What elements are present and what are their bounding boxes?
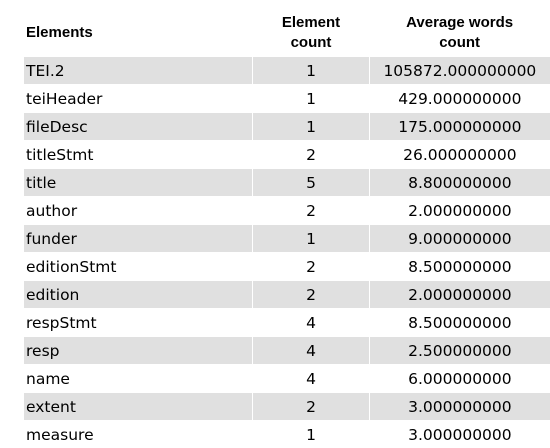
element-name-cell: fileDesc xyxy=(24,113,253,141)
element-stats-table: Elements Element count Average words cou… xyxy=(24,10,550,448)
average-words-cell: 26.000000000 xyxy=(369,141,550,169)
element-count-cell: 2 xyxy=(253,253,369,281)
element-count-cell: 1 xyxy=(253,113,369,141)
average-words-cell: 105872.000000000 xyxy=(369,57,550,85)
element-name-cell: edition xyxy=(24,281,253,309)
element-name-cell: funder xyxy=(24,225,253,253)
element-name-cell: TEI.2 xyxy=(24,57,253,85)
element-count-cell: 2 xyxy=(253,141,369,169)
element-count-cell: 2 xyxy=(253,281,369,309)
element-name-cell: teiHeader xyxy=(24,85,253,113)
average-words-cell: 2.000000000 xyxy=(369,197,550,225)
element-name-cell: title xyxy=(24,169,253,197)
element-count-cell: 2 xyxy=(253,393,369,421)
element-count-cell: 4 xyxy=(253,337,369,365)
table-header: Elements Element count Average words cou… xyxy=(24,10,550,57)
element-count-cell: 1 xyxy=(253,225,369,253)
element-count-cell: 4 xyxy=(253,309,369,337)
average-words-cell: 3.000000000 xyxy=(369,421,550,448)
header-avg-line2: count xyxy=(439,34,480,51)
element-name-cell: respStmt xyxy=(24,309,253,337)
element-count-cell: 4 xyxy=(253,365,369,393)
element-count-cell: 1 xyxy=(253,85,369,113)
element-name-cell: editionStmt xyxy=(24,253,253,281)
average-words-cell: 8.500000000 xyxy=(369,253,550,281)
header-row: Elements Element count Average words cou… xyxy=(24,10,550,57)
header-elements-label: Elements xyxy=(26,24,93,41)
element-count-cell: 2 xyxy=(253,197,369,225)
header-element-count: Element count xyxy=(253,10,369,57)
average-words-cell: 2.500000000 xyxy=(369,337,550,365)
average-words-cell: 3.000000000 xyxy=(369,393,550,421)
element-name-cell: measure xyxy=(24,421,253,448)
header-average-words: Average words count xyxy=(369,10,550,57)
element-name-cell: titleStmt xyxy=(24,141,253,169)
header-avg-line1: Average words xyxy=(406,14,513,31)
average-words-cell: 8.500000000 xyxy=(369,309,550,337)
average-words-cell: 2.000000000 xyxy=(369,281,550,309)
header-elements: Elements xyxy=(24,10,253,57)
header-count-line2: count xyxy=(291,34,332,51)
element-name-cell: name xyxy=(24,365,253,393)
element-count-cell: 1 xyxy=(253,57,369,85)
average-words-cell: 6.000000000 xyxy=(369,365,550,393)
average-words-cell: 429.000000000 xyxy=(369,85,550,113)
header-count-line1: Element xyxy=(282,14,340,31)
element-name-cell: extent xyxy=(24,393,253,421)
element-name-cell: author xyxy=(24,197,253,225)
element-name-cell: resp xyxy=(24,337,253,365)
element-count-cell: 5 xyxy=(253,169,369,197)
average-words-cell: 8.800000000 xyxy=(369,169,550,197)
average-words-cell: 175.000000000 xyxy=(369,113,550,141)
average-words-cell: 9.000000000 xyxy=(369,225,550,253)
element-count-cell: 1 xyxy=(253,421,369,448)
